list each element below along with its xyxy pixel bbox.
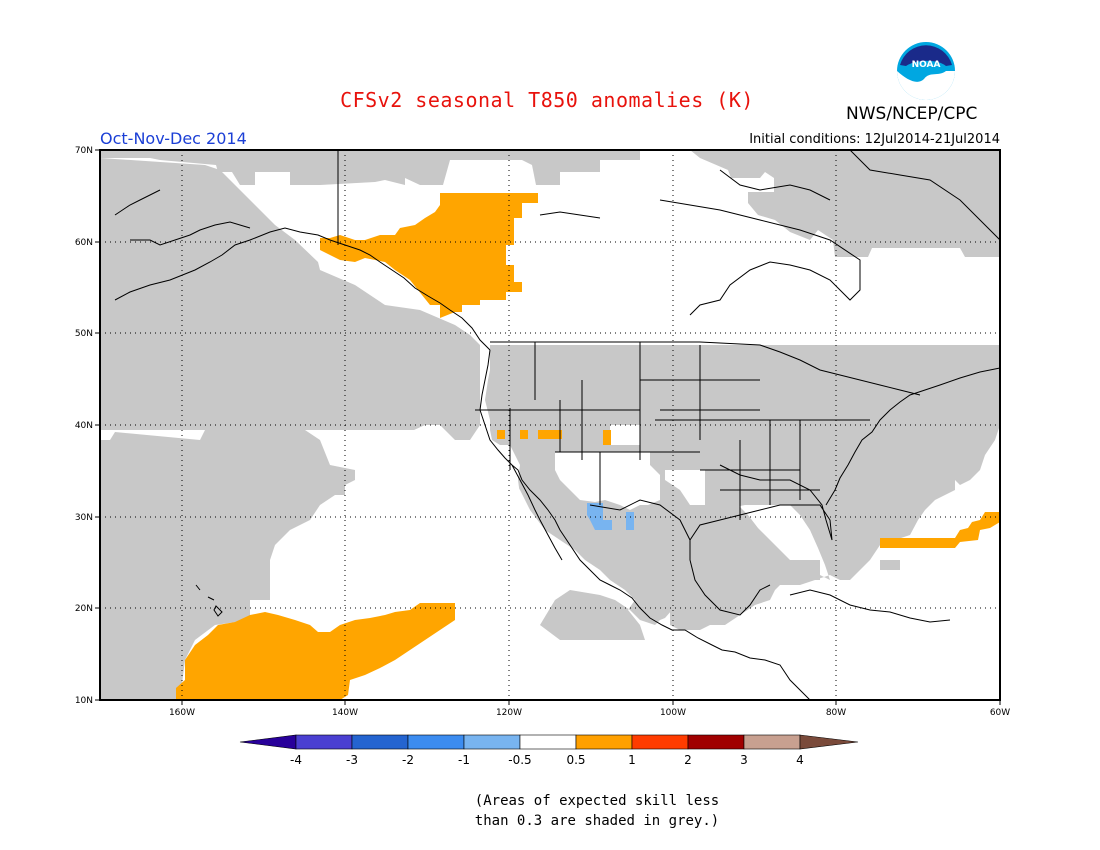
colorbar-swatch (519, 734, 577, 750)
coastlines-and-borders (114, 150, 1000, 700)
colorbar-swatch (575, 734, 633, 750)
colorbar-label: -0.5 (508, 753, 531, 767)
colorbar-swatch (407, 734, 465, 750)
colorbar-label: -1 (458, 753, 470, 767)
skill-note-line-2: than 0.3 are shaded in grey.) (474, 813, 720, 829)
lat-label-70n: 70N (75, 146, 93, 156)
lat-label-60n: 60N (75, 238, 93, 248)
skill-note: (Areas of expected skill less than 0.3 a… (0, 791, 1100, 831)
colorbar-label: 0.5 (566, 753, 585, 767)
colorbar-label: 4 (796, 753, 804, 767)
lon-label-160w: 160W (169, 708, 195, 718)
longitude-labels: 160W 140W 120W 100W 80W 60W (169, 708, 1010, 718)
lat-label-20n: 20N (75, 604, 93, 614)
lon-label-60w: 60W (990, 708, 1010, 718)
colorbar-label: 1 (628, 753, 636, 767)
map-gridlines (100, 150, 1000, 700)
low-skill-mask (100, 150, 1000, 700)
lon-label-80w: 80W (826, 708, 846, 718)
colorbar-left-arrow (239, 734, 297, 750)
colorbar-label: 2 (684, 753, 692, 767)
colorbar-label: 3 (740, 753, 748, 767)
colorbar-label: -4 (290, 753, 302, 767)
non-masked-areas (480, 425, 705, 525)
lon-label-140w: 140W (332, 708, 358, 718)
lat-label-40n: 40N (75, 421, 93, 431)
season-label: Oct-Nov-Dec 2014 (100, 129, 247, 148)
latitude-labels: 10N 20N 30N 40N 50N 60N 70N (75, 146, 93, 706)
colorbar: -4 -3 -2 -1 -0.5 0.5 1 2 3 4 (239, 734, 859, 767)
noaa-logo: NOAA (897, 42, 955, 100)
colorbar-swatch (351, 734, 409, 750)
agency-label: NWS/NCEP/CPC (846, 104, 978, 124)
lon-label-120w: 120W (496, 708, 522, 718)
colorbar-label: -2 (402, 753, 414, 767)
colorbar-swatch (295, 734, 353, 750)
initial-conditions-label: Initial conditions: 12Jul2014-21Jul2014 (749, 132, 1000, 147)
skill-note-line-1: (Areas of expected skill less (474, 793, 720, 809)
positive-anomaly-areas (176, 193, 1000, 700)
colorbar-swatch (743, 734, 801, 750)
map-title: CFSv2 seasonal T850 anomalies (K) (340, 88, 754, 112)
lat-label-30n: 30N (75, 513, 93, 523)
lon-label-100w: 100W (660, 708, 686, 718)
colorbar-label: -3 (346, 753, 358, 767)
noaa-logo-text: NOAA (912, 60, 941, 70)
lat-label-10n: 10N (75, 696, 93, 706)
colorbar-swatch (631, 734, 689, 750)
colorbar-swatch (687, 734, 745, 750)
lat-label-50n: 50N (75, 329, 93, 339)
colorbar-right-arrow (799, 734, 859, 750)
colorbar-swatch (463, 734, 521, 750)
map-ticks (95, 149, 1001, 705)
negative-anomaly-areas (587, 503, 634, 530)
